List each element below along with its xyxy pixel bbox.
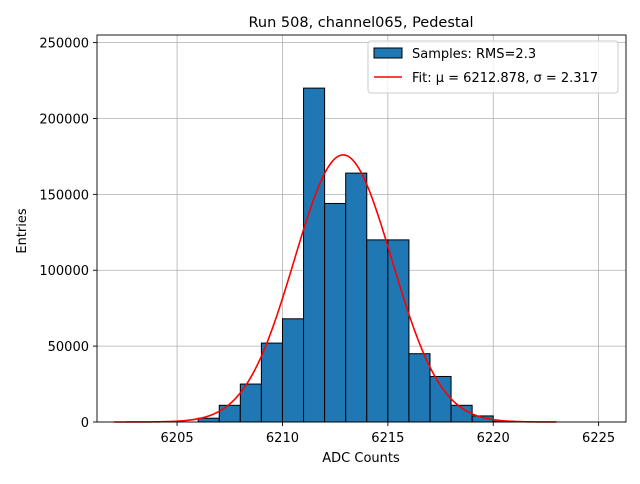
fit-curve-layer	[113, 154, 557, 423]
histogram-bar	[303, 87, 326, 423]
y-tick-label: 200000	[39, 112, 89, 127]
histogram-bars	[197, 87, 515, 423]
x-tick-label: 6215	[371, 431, 404, 446]
x-axis-label: ADC Counts	[322, 451, 400, 466]
histogram-bar	[408, 353, 431, 423]
legend-label-fit: Fit: μ = 6212.878, σ = 2.317	[412, 71, 598, 86]
legend-swatch-samples	[373, 47, 403, 59]
y-tick-label: 0	[81, 416, 89, 431]
histogram-bar	[345, 172, 368, 423]
x-tick-label: 6210	[266, 431, 299, 446]
histogram-bar	[366, 239, 389, 423]
fit-curve	[113, 154, 557, 423]
chart-title: Run 508, channel065, Pedestal	[248, 15, 473, 31]
y-tick-label: 150000	[39, 188, 89, 203]
legend-frame	[367, 40, 619, 94]
histogram-bar	[260, 342, 283, 423]
plot-frame	[96, 34, 627, 423]
y-tick-label: 250000	[39, 37, 89, 52]
histogram-bar	[218, 404, 241, 423]
histogram-bar	[429, 375, 452, 423]
x-tick-label: 6220	[477, 431, 510, 446]
histogram-bar	[324, 202, 347, 423]
axes: 6205 6210 6215 6220 6225 0 50000 100000 150000 20…	[39, 34, 627, 446]
histogram-bar	[281, 318, 305, 423]
x-tick-label: 6205	[161, 431, 194, 446]
y-tick-label: 50000	[48, 340, 89, 355]
x-tick-label: 6225	[582, 431, 615, 446]
legend-label-samples: Samples: RMS=2.3	[412, 47, 536, 62]
y-tick-label: 100000	[39, 264, 89, 279]
y-axis-label: Entries	[15, 208, 30, 254]
histogram-bar	[387, 239, 410, 423]
legend: Samples: RMS=2.3 Fit: μ = 6212.878, σ = …	[367, 40, 619, 94]
